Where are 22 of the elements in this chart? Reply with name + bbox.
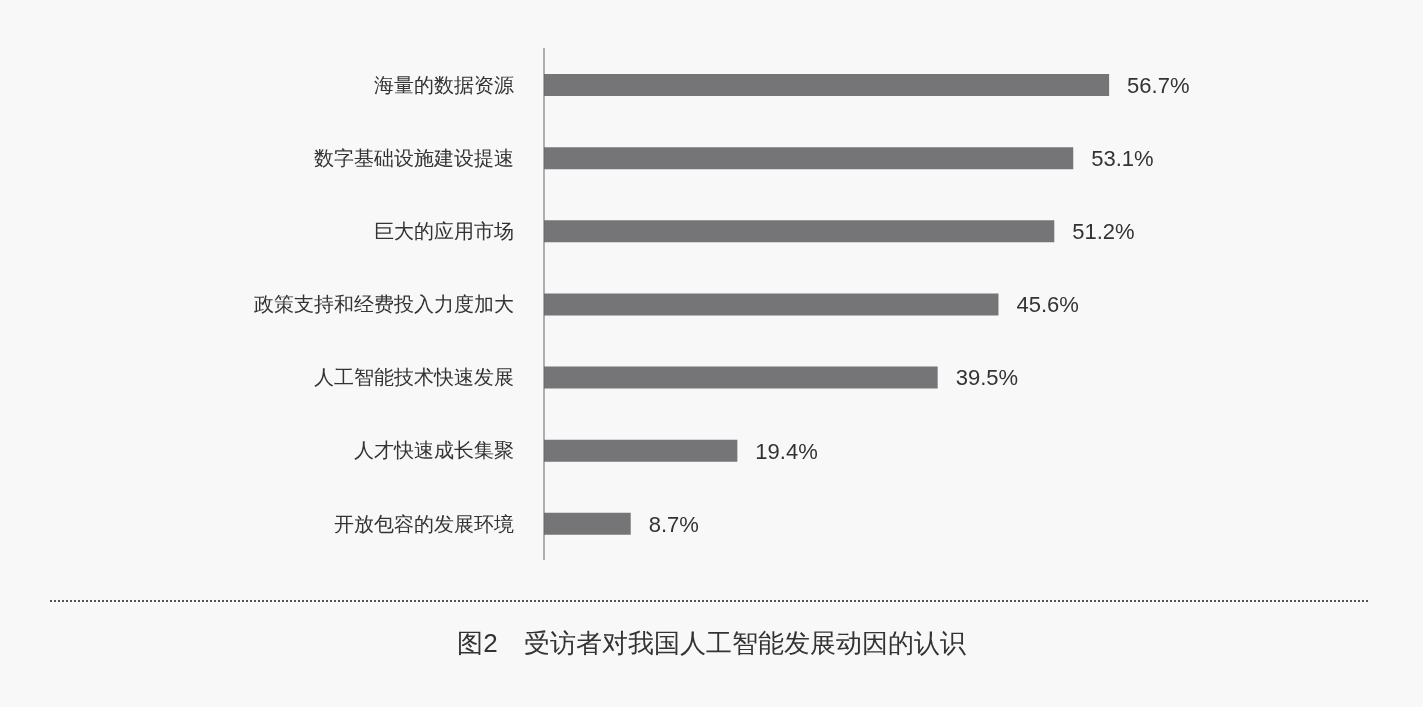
bar <box>544 220 1055 243</box>
y-tick-label: 巨大的应用市场 <box>374 219 514 242</box>
bar <box>544 74 1110 96</box>
y-tick-label: 人工智能技术快速发展 <box>314 366 514 389</box>
data-label: 45.6% <box>1016 292 1079 318</box>
data-label: 19.4% <box>755 438 818 464</box>
y-tick-label: 人才快速成长集聚 <box>354 439 514 462</box>
bar <box>544 366 938 389</box>
y-tick-label: 开放包容的发展环境 <box>334 512 514 535</box>
y-tick-label: 数字基础设施建设提速 <box>314 146 514 169</box>
data-label: 53.1% <box>1091 145 1154 171</box>
data-label: 56.7% <box>1127 72 1190 98</box>
bar <box>544 147 1074 170</box>
bar <box>544 512 631 535</box>
y-tick-label: 海量的数据资源 <box>374 73 514 96</box>
text: 图2 受访者对我国人工智能发展动因的认识 <box>456 627 967 660</box>
data-label: 39.5% <box>955 365 1019 391</box>
data-label: 51.2% <box>1072 219 1135 245</box>
data-label: 8.7% <box>648 511 699 537</box>
bar <box>544 439 738 462</box>
bar <box>544 293 999 316</box>
y-tick-label: 政策支持和经费投入力度加大 <box>254 293 514 316</box>
